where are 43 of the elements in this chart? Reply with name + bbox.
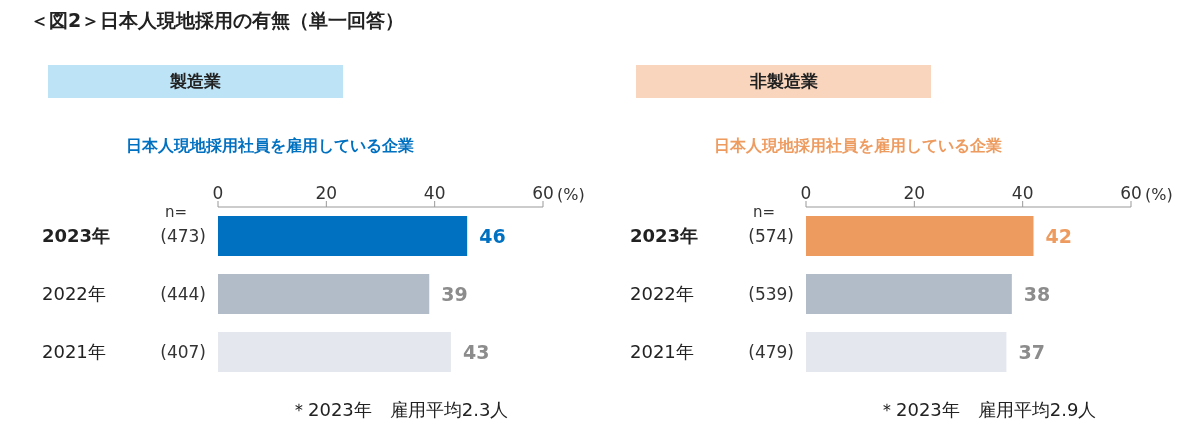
text: (444) (160, 284, 206, 304)
text: n= (165, 203, 188, 221)
x-tick-label: 0 (212, 183, 224, 203)
chart-title: 製造業 (48, 65, 343, 98)
y-tick-label: 2023年 (42, 225, 111, 246)
bar (806, 332, 1007, 372)
data-label: 37 (1018, 341, 1045, 363)
chart-subtitle: 日本人現地採用社員を雇用している企業 (125, 136, 415, 157)
x-tick-label: 40 (1011, 183, 1034, 203)
text: ＊2023年 雇用平均2.3人 (290, 398, 509, 422)
x-tick-label: 60 (532, 183, 554, 203)
x-axis-title: (%) (1145, 185, 1173, 204)
chart-subtitle: 日本人現地採用社員を雇用している企業 (713, 136, 1003, 157)
text: ＊2023年 雇用平均2.9人 (878, 398, 1097, 422)
data-label: 43 (462, 341, 490, 363)
text: (473) (160, 226, 206, 246)
y-tick-label: 2022年 (42, 283, 106, 304)
chart-title: 非製造業 (636, 65, 931, 98)
text: n= (753, 203, 776, 221)
bar (806, 274, 1012, 314)
text: (479) (748, 342, 794, 362)
bar (218, 332, 451, 372)
text: (539) (748, 284, 794, 304)
data-label: 38 (1023, 283, 1051, 305)
x-tick-label: 60 (1120, 183, 1142, 203)
y-tick-label: 2021年 (42, 341, 106, 362)
x-tick-label: 20 (903, 183, 926, 203)
data-label: 46 (479, 225, 506, 247)
x-tick-label: 0 (800, 183, 812, 203)
text: (574) (748, 226, 794, 246)
bar (806, 216, 1034, 256)
y-tick-label: 2022年 (630, 283, 694, 304)
y-tick-label: 2023年 (630, 225, 699, 246)
x-tick-label: 40 (423, 183, 446, 203)
x-axis-title: (%) (557, 185, 585, 204)
y-tick-label: 2021年 (630, 341, 694, 362)
data-label: 42 (1045, 225, 1072, 247)
data-label: 39 (441, 283, 468, 305)
x-tick-label: 20 (315, 183, 338, 203)
text: (407) (160, 342, 206, 362)
bar (218, 216, 468, 256)
text: ＜図2＞日本人現地採用の有無（単一回答） (30, 8, 405, 33)
bar (218, 274, 430, 314)
